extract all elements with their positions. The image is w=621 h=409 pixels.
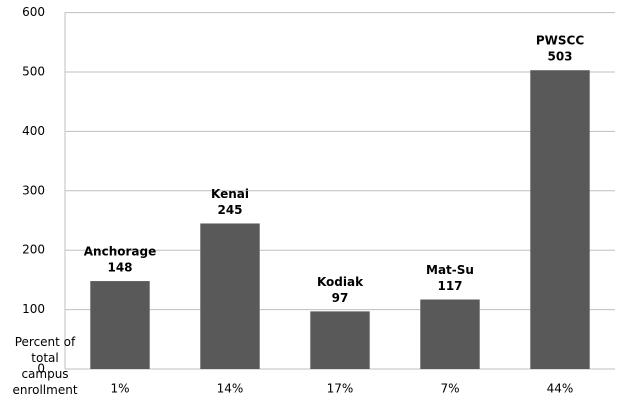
x-tick-label: 44%	[547, 382, 574, 396]
x-axis-label: Percent of total campus enrollment	[12, 335, 78, 397]
data-label: 503	[547, 50, 572, 64]
y-tick-label: 300	[22, 183, 45, 197]
data-label: 117	[437, 279, 462, 293]
y-tick-label: 0	[37, 362, 45, 376]
bar	[200, 223, 260, 369]
y-tick-label: 200	[22, 243, 45, 257]
bar-name-label: Kodiak	[317, 275, 364, 289]
bar-name-label: Mat-Su	[426, 263, 474, 277]
x-tick-label: 14%	[217, 382, 244, 396]
bar	[90, 281, 150, 369]
bar	[310, 311, 370, 369]
bar	[530, 70, 590, 369]
x-tick-label: 7%	[440, 382, 459, 396]
y-tick-label: 500	[22, 65, 45, 79]
bar-name-label: Anchorage	[84, 245, 156, 259]
x-tick-label: 17%	[327, 382, 354, 396]
data-label: 148	[107, 261, 132, 275]
data-label: 97	[332, 291, 349, 305]
x-tick-label: 1%	[110, 382, 129, 396]
y-tick-label: 100	[22, 302, 45, 316]
data-label: 245	[217, 203, 242, 217]
bar-name-label: Kenai	[211, 187, 249, 201]
bar	[420, 299, 480, 369]
y-tick-label: 400	[22, 124, 45, 138]
y-tick-label: 600	[22, 5, 45, 19]
bar-name-label: PWSCC	[536, 34, 584, 48]
